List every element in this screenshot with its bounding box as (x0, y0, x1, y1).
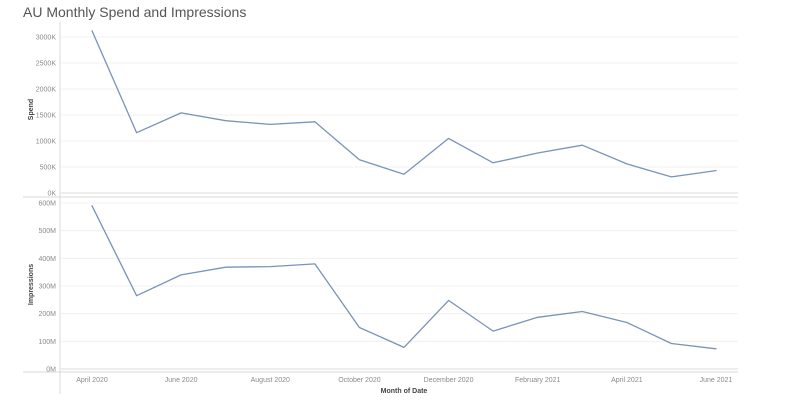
y-tick-label: 0K (47, 191, 56, 198)
y-tick-label: 3000K (36, 35, 57, 42)
x-tick-label: December 2020 (424, 377, 474, 384)
chart-title: AU Monthly Spend and Impressions (23, 4, 247, 20)
x-tick-label: April 2021 (611, 377, 643, 384)
y-tick-label: 600M (38, 201, 56, 208)
y-tick-label: 400M (38, 256, 56, 263)
y-tick-label: 500M (38, 228, 56, 235)
y-tick-label: 1500K (36, 113, 57, 120)
y-tick-label: 100M (38, 339, 56, 346)
y-tick-label: 1000K (36, 139, 57, 146)
x-tick-label: June 2020 (165, 377, 198, 384)
y-tick-label: 500K (40, 165, 57, 172)
x-tick-label: August 2020 (251, 377, 290, 384)
x-tick-label: April 2020 (76, 377, 108, 384)
y-tick-label: 0M (46, 367, 56, 374)
x-axis-title: Month of Date (381, 388, 428, 395)
y-tick-label: 200M (38, 311, 56, 318)
y-axis-title: Impressions (28, 264, 35, 305)
series-line (91, 205, 717, 350)
x-tick-label: February 2021 (515, 377, 561, 384)
x-tick-label: October 2020 (338, 377, 381, 384)
x-tick-label: June 2021 (700, 377, 733, 384)
y-tick-label: 2500K (36, 61, 57, 68)
y-tick-label: 300M (38, 284, 56, 291)
y-axis-title: Spend (28, 99, 35, 120)
series-line (91, 30, 717, 178)
y-tick-label: 2000K (36, 87, 57, 94)
